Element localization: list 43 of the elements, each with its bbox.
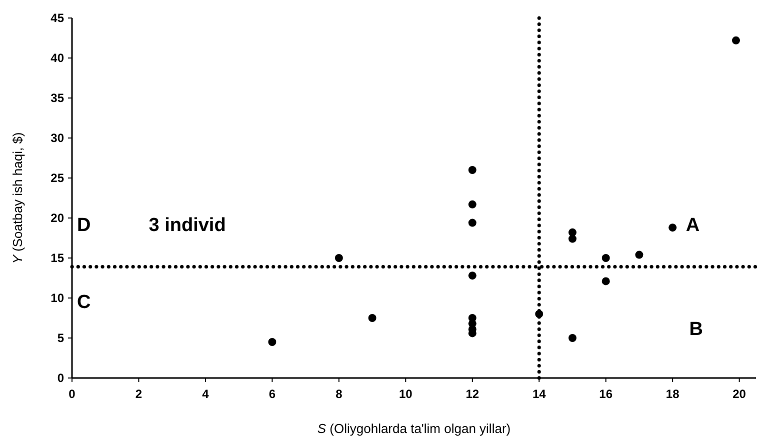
y-tick-label: 0 bbox=[57, 371, 64, 386]
x-tick-label: 20 bbox=[732, 387, 746, 401]
point bbox=[268, 338, 276, 346]
annotation: B bbox=[689, 319, 704, 340]
y-tick-label: 25 bbox=[50, 171, 64, 186]
annotation: 3 individ bbox=[148, 215, 226, 236]
y-tick-label: 35 bbox=[50, 91, 64, 106]
x-tick-label: 12 bbox=[466, 387, 480, 401]
x-tick-label: 10 bbox=[398, 387, 413, 401]
x-tick-label: 6 bbox=[268, 387, 276, 401]
y-tick-label: 30 bbox=[50, 131, 64, 146]
y-tick-label: 20 bbox=[50, 211, 64, 226]
x-tick-label: 0 bbox=[68, 387, 76, 401]
point bbox=[568, 234, 576, 243]
annotation: D bbox=[77, 215, 91, 236]
annotation: A bbox=[686, 215, 700, 236]
x-tick-label: 16 bbox=[599, 387, 613, 401]
x-tick-label: 4 bbox=[202, 387, 210, 401]
x-tick-label: 18 bbox=[666, 387, 680, 401]
y-tick-label: 15 bbox=[50, 251, 64, 266]
x-tick-label: 8 bbox=[336, 387, 343, 401]
point bbox=[535, 310, 544, 318]
x-axis-title: S (Oliygohlarda ta'lim olgan yillar) bbox=[317, 421, 511, 436]
point bbox=[468, 200, 476, 208]
x-tick-label: 14 bbox=[532, 387, 546, 401]
y-axis-title: Y (Soatbay ish haqi, $) bbox=[10, 132, 25, 264]
point bbox=[732, 36, 740, 44]
point bbox=[468, 218, 476, 227]
point bbox=[602, 277, 610, 286]
x-tick-label: 2 bbox=[135, 387, 142, 401]
y-tick-label: 10 bbox=[50, 291, 64, 306]
y-tick-label: 5 bbox=[57, 331, 64, 346]
point bbox=[635, 250, 644, 259]
y-tick-label: 45 bbox=[50, 11, 64, 26]
point bbox=[368, 314, 376, 322]
point bbox=[668, 224, 677, 232]
point bbox=[334, 254, 343, 262]
point bbox=[568, 334, 576, 342]
point bbox=[468, 272, 476, 280]
annotation: C bbox=[77, 292, 92, 313]
point bbox=[468, 166, 476, 174]
point bbox=[602, 254, 610, 262]
y-tick-label: 40 bbox=[50, 51, 64, 66]
